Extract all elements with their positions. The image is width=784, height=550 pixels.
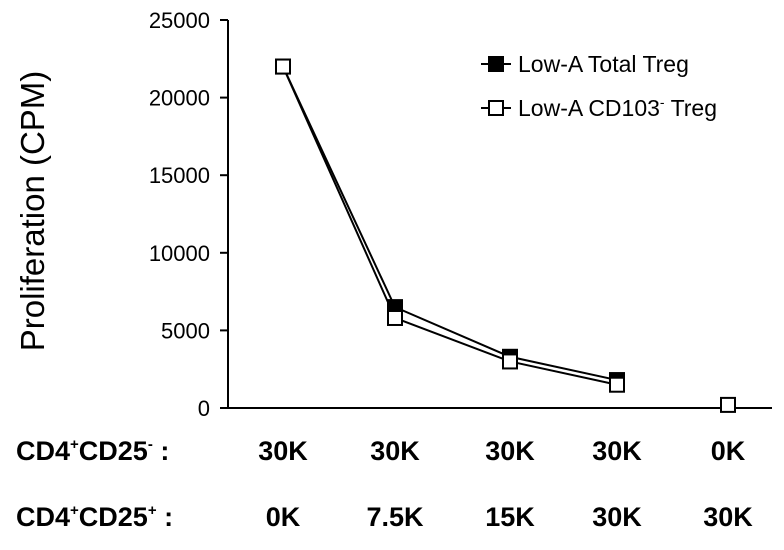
legend-label: Low-A CD103- Treg [518,94,717,121]
category-value: 30K [370,436,420,466]
y-tick-label: 20000 [149,86,210,111]
y-axis-label: Proliferation (CPM) [14,71,51,352]
category-rows: CD4+CD25- : 30K 30K 30K 30K 0K CD4+CD25+ : 0K 7.… [16,436,753,532]
legend-marker [488,100,504,116]
category-value: 30K [592,436,642,466]
row-label: CD4+CD25+ : [16,502,173,532]
open-square-marker [387,309,403,326]
y-tick-label: 15000 [149,163,210,188]
category-value: 0K [711,436,746,466]
y-axis-ticks: 0 5000 10000 15000 20000 25000 [149,8,228,421]
legend: Low-A Total Treg Low-A CD103- Treg [481,51,717,121]
category-value: 30K [258,436,308,466]
series-line [282,66,618,386]
row-label: CD4+CD25- : [16,436,169,466]
open-square-marker [275,58,291,75]
y-tick-label: 25000 [149,8,210,33]
category-value: 0K [266,502,301,532]
category-value: 30K [703,502,753,532]
y-tick-label: 5000 [161,318,210,343]
category-value: 15K [485,502,535,532]
open-square-marker [502,353,518,370]
series-group [275,58,736,413]
category-value: 7.5K [366,502,424,532]
open-square-marker [609,376,625,393]
legend-marker [488,56,504,72]
y-tick-label: 10000 [149,241,210,266]
open-square-marker [720,396,736,413]
y-tick-label: 0 [198,396,210,421]
category-value: 30K [592,502,642,532]
category-value: 30K [485,436,535,466]
legend-label: Low-A Total Treg [518,51,689,77]
series-line [282,66,618,382]
